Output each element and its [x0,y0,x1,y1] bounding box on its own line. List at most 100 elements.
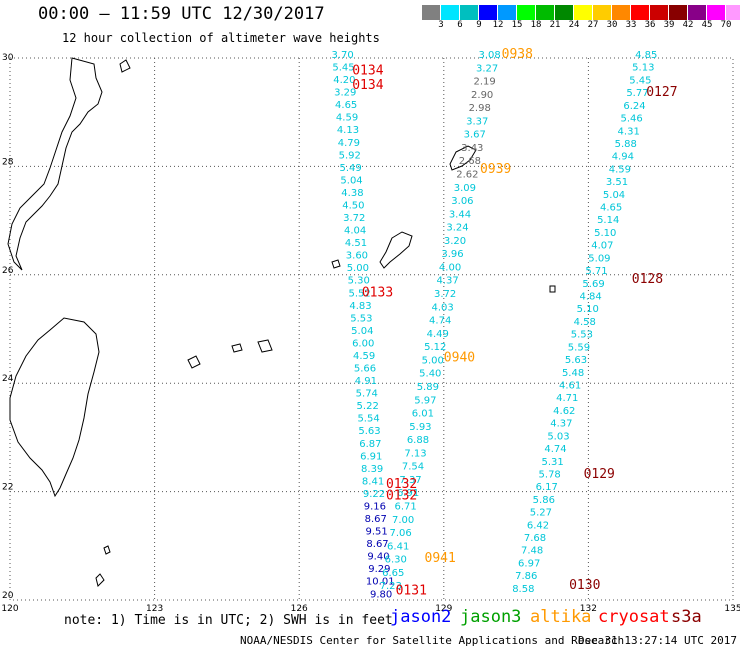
legend-swatches [422,5,740,20]
island-small-8 [119,59,131,73]
wave-height-value: 6.91 [360,451,382,462]
wave-height-value: 3.08 [478,50,500,61]
wave-height-value: 5.48 [562,368,584,379]
wave-height-value: 4.00 [439,262,461,273]
legend-label: 33 [625,20,637,30]
legend-swatch [669,5,688,20]
pass-time-label: 0128 [632,272,663,287]
legend-label: (ft) [738,20,740,30]
wave-height-value: 8.41 [362,476,384,487]
wave-height-value: 5.00 [422,355,444,366]
legend-swatch [460,5,479,20]
wave-height-value: 4.61 [559,380,581,391]
wave-height-value: 4.58 [574,317,596,328]
pass-time-label: 0134 [352,63,383,78]
satellite-cryosat: cryosat [598,607,670,627]
legend-swatch [479,5,498,20]
chart-subtitle: 12 hour collection of altimeter wave hei… [62,31,380,45]
wave-height-value: 3.37 [466,116,488,127]
island-small-4 [331,259,341,269]
wave-height-value: 5.93 [409,422,431,433]
wave-height-value: 5.04 [351,326,373,337]
wave-height-value: 4.04 [344,226,366,237]
lat-tick-label: 24 [2,374,14,384]
wave-height-value: 5.86 [533,495,555,506]
island-small-1 [187,355,201,369]
wave-height-value: 5.00 [347,263,369,274]
pass-time-label: 0941 [425,551,456,566]
wave-height-value: 5.89 [417,382,439,393]
wave-height-value: 6.30 [385,555,407,566]
wave-height-value: 4.59 [609,164,631,175]
wave-height-value: 5.53 [571,330,593,341]
wave-height-value: 5.54 [357,414,379,425]
wave-height-value: 9.29 [368,564,390,575]
wave-height-value: 3.24 [446,223,468,234]
satellite-s3a: s3a [671,607,702,627]
wave-height-value: 2.19 [474,77,496,88]
wave-height-value: 6.91 [397,488,419,499]
island-small-5 [549,285,556,293]
wave-height-value: 5.97 [414,395,436,406]
wave-height-value: 3.43 [461,143,483,154]
wave-height-value: 4.85 [635,50,657,61]
wave-height-value: 5.45 [332,63,354,74]
satellite-jason2: jason2 [390,607,452,627]
wave-height-value: 9.51 [366,527,388,538]
legend-label: 39 [663,20,675,30]
wave-height-value: 7.37 [399,475,421,486]
legend-swatch [441,5,460,20]
pass-time-label: 0134 [352,78,383,93]
lat-tick-label: 28 [2,157,14,167]
wave-height-value: 4.37 [550,419,572,430]
wave-height-value: 2.62 [456,170,478,181]
lat-tick-label: 26 [2,266,14,276]
wave-height-value: 5.77 [626,88,648,99]
island-small-3 [257,339,273,353]
lon-tick-label: 132 [580,604,597,614]
legend-label: 12 [492,20,504,30]
pass-time-label: 0132 [386,489,417,504]
pass-time-label: 0940 [444,351,475,366]
wave-height-value: 6.87 [359,439,381,450]
wave-height-value: 9.16 [364,501,386,512]
wave-height-value: 7.06 [390,528,412,539]
lon-tick-label: 129 [435,604,452,614]
wave-height-value: 4.49 [427,329,449,340]
wave-height-value: 4.65 [600,203,622,214]
wave-height-value: 3.09 [454,183,476,194]
pass-time-label: 0133 [362,285,393,300]
wave-height-value: 5.69 [582,279,604,290]
wave-height-value: 5.13 [632,63,654,74]
wave-height-value: 8.67 [365,514,387,525]
wave-height-value: 3.72 [434,289,456,300]
wave-height-value: 7.13 [404,448,426,459]
lat-tick-label: 20 [2,591,14,601]
wave-height-value: 3.51 [606,177,628,188]
island-small-6 [95,573,105,587]
legend-label: 45 [701,20,713,30]
pass-time-label: 0939 [480,162,511,177]
wave-height-value: 4.83 [349,301,371,312]
wave-height-value: 4.50 [342,200,364,211]
wave-height-value: 5.04 [603,190,625,201]
wave-height-value: 5.27 [530,508,552,519]
wave-height-value: 6.88 [407,435,429,446]
wave-height-value: 2.68 [459,156,481,167]
wave-height-value: 7.23 [380,581,402,592]
wave-height-value: 5.74 [356,389,378,400]
wave-height-value: 6.97 [518,558,540,569]
wave-height-value: 5.30 [348,276,370,287]
wave-height-value: 4.94 [612,152,634,163]
wave-height-value: 2.98 [469,103,491,114]
legend-label: 27 [587,20,599,30]
wave-height-value: 9.80 [370,589,392,600]
wave-height-value: 4.79 [338,138,360,149]
wave-height-value: 9.22 [363,489,385,500]
wave-height-value: 5.46 [620,114,642,125]
wave-height-value: 6.00 [352,338,374,349]
wave-height-value: 5.59 [568,342,590,353]
wave-height-value: 5.40 [419,369,441,380]
